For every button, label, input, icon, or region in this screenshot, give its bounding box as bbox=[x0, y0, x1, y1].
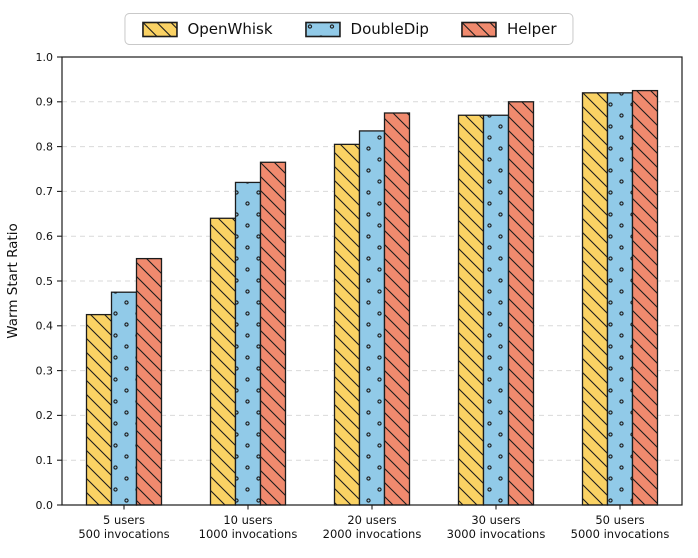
bar-helper-10-users bbox=[259, 161, 287, 506]
bar-helper-50-users bbox=[631, 89, 659, 506]
bar-openwhisk-5-users bbox=[85, 313, 113, 506]
x-category-label-line2: 5000 invocations bbox=[571, 527, 670, 541]
legend-item-helper: Helper bbox=[461, 20, 557, 38]
x-category-label-line2: 3000 invocations bbox=[447, 527, 546, 541]
bar-doubledip-10-users bbox=[234, 181, 262, 506]
x-category-label-line2: 1000 invocations bbox=[199, 527, 298, 541]
legend-label: Helper bbox=[506, 20, 557, 38]
x-category-label-line1: 5 users bbox=[103, 513, 145, 527]
legend-swatch-doubledip-icon bbox=[305, 21, 341, 37]
x-category-label-line2: 500 invocations bbox=[78, 527, 169, 541]
y-tick-label: 1.0 bbox=[36, 51, 54, 64]
y-axis-label: Warm Start Ratio bbox=[5, 223, 21, 338]
legend: OpenWhisk DoubleDip Helper bbox=[124, 13, 574, 45]
y-tick-label: 0.1 bbox=[36, 454, 54, 467]
x-category-label-line1: 50 users bbox=[595, 513, 644, 527]
y-tick-label: 0.2 bbox=[36, 409, 54, 422]
legend-label: OpenWhisk bbox=[187, 20, 273, 38]
legend-label: DoubleDip bbox=[350, 20, 429, 38]
bar-doubledip-30-users bbox=[482, 114, 510, 506]
y-tick-label: 0.4 bbox=[36, 320, 54, 333]
bar-openwhisk-10-users bbox=[209, 217, 237, 506]
x-category-label-line1: 30 users bbox=[471, 513, 520, 527]
y-tick-label: 0.9 bbox=[36, 96, 54, 109]
bar-openwhisk-50-users bbox=[581, 92, 609, 506]
bar-doubledip-5-users bbox=[110, 291, 138, 506]
legend-item-doubledip: DoubleDip bbox=[305, 20, 429, 38]
legend-swatch-helper-icon bbox=[461, 21, 498, 37]
y-tick-label: 0.7 bbox=[36, 185, 54, 198]
x-category-label-line1: 20 users bbox=[347, 513, 396, 527]
bars bbox=[85, 89, 659, 506]
bar-openwhisk-20-users bbox=[333, 143, 361, 506]
bar-helper-20-users bbox=[383, 112, 411, 506]
y-tick-label: 0.8 bbox=[36, 140, 54, 153]
y-tick-label: 0.5 bbox=[36, 275, 54, 288]
bar-openwhisk-30-users bbox=[457, 114, 485, 506]
bar-doubledip-50-users bbox=[606, 92, 634, 506]
x-category-label-line1: 10 users bbox=[223, 513, 272, 527]
axis-labels: 0.0 0.1 0.2 0.3 0.4 0.5 0.6 0.7 0.8 0.9 1.0 5 users… bbox=[36, 51, 670, 541]
y-tick-label: 0.3 bbox=[36, 364, 54, 377]
bar-helper-5-users bbox=[135, 257, 163, 506]
legend-item-openwhisk: OpenWhisk bbox=[141, 20, 273, 38]
y-tick-label: 0.0 bbox=[36, 499, 54, 512]
x-category-label-line2: 2000 invocations bbox=[323, 527, 422, 541]
y-tick-label: 0.6 bbox=[36, 230, 54, 243]
bar-doubledip-20-users bbox=[358, 130, 386, 506]
axes bbox=[57, 56, 683, 510]
bar-helper-30-users bbox=[507, 101, 535, 506]
legend-swatch-openwhisk-icon bbox=[142, 21, 178, 37]
